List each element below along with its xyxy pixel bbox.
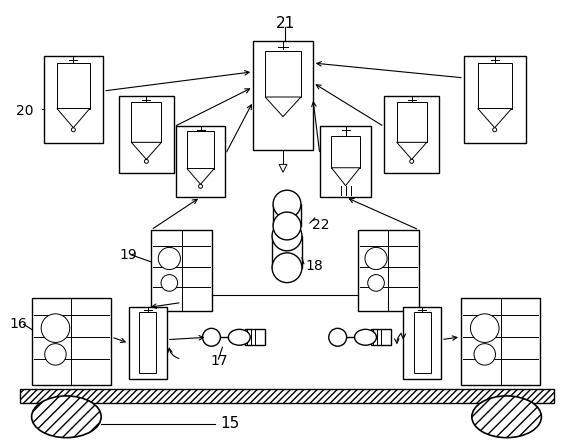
Text: 19: 19 [119,248,137,262]
Ellipse shape [203,328,220,346]
Bar [176,125,226,197]
Text: 17: 17 [211,354,228,368]
Circle shape [158,247,180,270]
Ellipse shape [273,190,301,218]
Bar [397,102,426,142]
Circle shape [474,344,495,365]
Bar [253,41,313,150]
Bar [20,389,554,403]
Bar [404,307,441,379]
Polygon shape [331,168,360,186]
Ellipse shape [228,329,250,345]
Polygon shape [131,142,161,159]
Ellipse shape [472,396,541,437]
Bar [129,307,167,379]
Bar [464,56,526,143]
Polygon shape [279,164,287,172]
Bar [119,96,174,173]
Circle shape [145,159,148,163]
Circle shape [199,184,203,188]
Circle shape [41,314,70,343]
Bar [187,131,214,169]
Text: 21: 21 [276,16,294,31]
Polygon shape [478,109,511,128]
Bar [151,230,212,312]
Bar [273,204,301,226]
Bar [245,329,265,345]
Ellipse shape [329,328,347,346]
Bar [57,63,90,109]
Bar [461,298,540,385]
Text: 20: 20 [15,104,33,117]
Bar [139,312,156,372]
Ellipse shape [273,212,301,240]
Bar [272,236,302,268]
Polygon shape [265,97,301,117]
Circle shape [492,128,497,132]
Bar [32,298,111,385]
Circle shape [71,128,75,132]
Ellipse shape [32,396,101,437]
Bar [385,96,439,173]
Circle shape [365,247,387,270]
Ellipse shape [272,253,302,283]
Circle shape [368,275,385,291]
Ellipse shape [272,221,302,251]
Bar [131,102,161,142]
Bar [331,136,360,168]
Text: 18: 18 [306,259,324,273]
Text: 22: 22 [312,218,329,232]
Polygon shape [57,109,90,128]
Bar [44,56,103,143]
Text: 15: 15 [220,416,240,431]
Circle shape [45,344,66,365]
Circle shape [161,275,178,291]
Text: 16: 16 [10,317,28,332]
Bar [414,312,430,372]
Circle shape [410,159,414,163]
Bar [265,51,301,97]
Bar [371,329,391,345]
Circle shape [471,314,499,343]
Bar [320,125,371,197]
Bar [358,230,419,312]
Polygon shape [397,142,426,159]
Ellipse shape [355,329,377,345]
Polygon shape [187,169,214,184]
Bar [478,63,511,109]
